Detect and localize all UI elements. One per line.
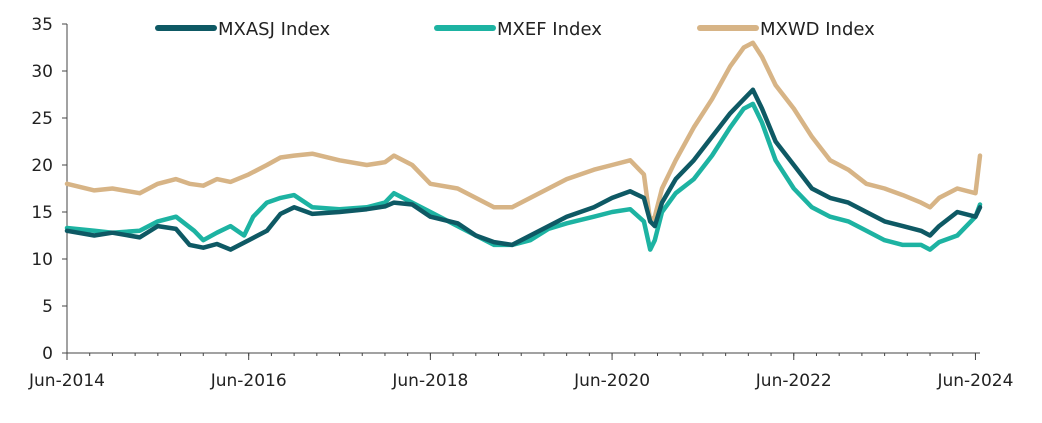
series-line-mxwd-index [64, 40, 983, 224]
legend: MXASJ Index MXEF Index MXWD Index [155, 19, 875, 40]
x-tick-label: Jun-2018 [391, 371, 468, 391]
y-tick-label: 10 [31, 250, 53, 270]
y-tick-label: 15 [31, 203, 53, 223]
legend-item: MXASJ Index [155, 19, 331, 40]
y-tick-label: 20 [31, 156, 53, 176]
x-tick-label: Jun-2022 [755, 371, 832, 391]
y-tick-label: 0 [42, 344, 53, 364]
y-tick-label: 5 [42, 297, 53, 317]
series-line-mxef-index [64, 101, 983, 252]
legend-item: MXEF Index [434, 19, 602, 40]
axes: 0 5 10 15 20 25 30 35 Jun-2014 Jun-2016 Jun-2018 Ju… [28, 15, 1013, 391]
x-tick-label: Jun-2024 [936, 371, 1013, 391]
x-tick-label: Jun-2014 [28, 371, 105, 391]
x-tick-label: Jun-2016 [210, 371, 287, 391]
legend-label: MXASJ Index [218, 19, 331, 40]
legend-label: MXEF Index [497, 19, 602, 40]
x-tick-label: Jun-2020 [573, 371, 650, 391]
legend-label: MXWD Index [760, 19, 875, 40]
y-tick-label: 25 [31, 109, 53, 129]
y-tick-label: 35 [31, 15, 53, 35]
legend-item: MXWD Index [697, 19, 875, 40]
y-tick-label: 30 [31, 62, 53, 82]
series-lines [64, 40, 983, 252]
series-line-mxasj-index [64, 87, 983, 252]
